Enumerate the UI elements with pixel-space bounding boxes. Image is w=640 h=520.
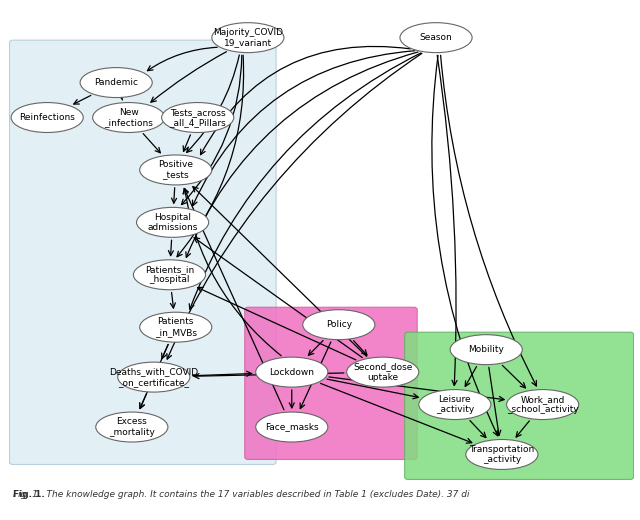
Text: Hospital
admissions: Hospital admissions	[147, 213, 198, 232]
Text: Pandemic: Pandemic	[94, 78, 138, 87]
FancyBboxPatch shape	[244, 307, 417, 460]
Ellipse shape	[140, 155, 212, 185]
Text: Reinfections: Reinfections	[19, 113, 75, 122]
Ellipse shape	[450, 335, 522, 365]
Ellipse shape	[256, 357, 328, 387]
Text: Patients_in
_hospital: Patients_in _hospital	[145, 265, 194, 284]
Ellipse shape	[162, 102, 234, 133]
Ellipse shape	[96, 412, 168, 442]
Ellipse shape	[136, 207, 209, 237]
Ellipse shape	[212, 23, 284, 53]
Text: Patients
_in_MVBs: Patients _in_MVBs	[155, 318, 196, 337]
Ellipse shape	[140, 312, 212, 342]
Ellipse shape	[400, 23, 472, 53]
Ellipse shape	[80, 68, 152, 98]
Ellipse shape	[133, 260, 205, 290]
Text: Policy: Policy	[326, 320, 352, 329]
Ellipse shape	[419, 389, 491, 420]
Ellipse shape	[466, 439, 538, 470]
Text: Fig. 1.: Fig. 1.	[13, 490, 44, 499]
Text: Deaths_with_COVID
_on_certificate_: Deaths_with_COVID _on_certificate_	[109, 368, 198, 387]
Text: Season: Season	[420, 33, 452, 42]
Text: Transportation
_activity: Transportation _activity	[469, 445, 534, 464]
Text: Lockdown: Lockdown	[269, 368, 314, 376]
Ellipse shape	[11, 102, 83, 133]
Ellipse shape	[303, 310, 375, 340]
Text: Positive
_tests: Positive _tests	[158, 160, 193, 179]
Text: Face_masks: Face_masks	[265, 423, 319, 432]
Ellipse shape	[347, 357, 419, 387]
Ellipse shape	[256, 412, 328, 442]
Text: Second_dose
uptake: Second_dose uptake	[353, 362, 412, 382]
Text: Excess
_mortality: Excess _mortality	[109, 418, 155, 437]
Text: Tests_across
_all_4_Pillars: Tests_across _all_4_Pillars	[170, 108, 226, 127]
Ellipse shape	[93, 102, 164, 133]
Text: Leisure
_activity: Leisure _activity	[436, 395, 474, 414]
Text: Mobility: Mobility	[468, 345, 504, 354]
Text: New
_infections: New _infections	[104, 108, 153, 127]
Text: Fig. 1.  The knowledge graph. It contains the 17 variables described in Table 1 : Fig. 1. The knowledge graph. It contains…	[13, 490, 469, 499]
Ellipse shape	[118, 362, 190, 392]
FancyBboxPatch shape	[10, 40, 276, 464]
Text: Majority_COVID
19_variant: Majority_COVID 19_variant	[213, 28, 283, 47]
Ellipse shape	[507, 389, 579, 420]
FancyBboxPatch shape	[404, 332, 634, 479]
Text: Work_and
_school_activity: Work_and _school_activity	[507, 395, 579, 414]
